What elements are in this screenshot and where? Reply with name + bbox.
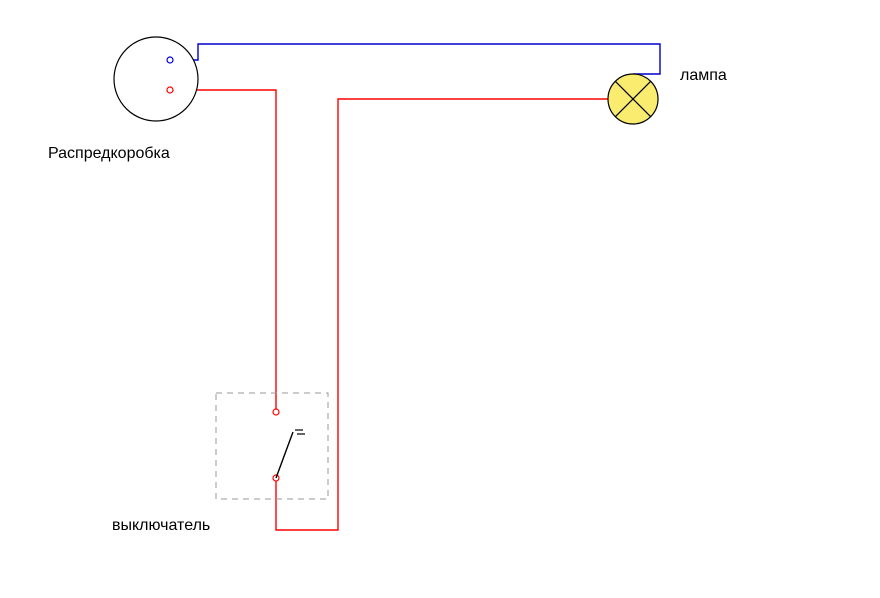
junction-terminal-red: [167, 87, 173, 93]
switch-icon: [216, 393, 328, 499]
lamp-label: лампа: [680, 67, 727, 84]
switch-label: выключатель: [112, 517, 210, 534]
lamp-icon: [608, 74, 658, 124]
wire-neutral: [173, 44, 660, 74]
wiring-diagram: лампа Распредкоробка выключатель: [0, 0, 880, 598]
junction-terminal-blue: [167, 57, 173, 63]
wire-live-in: [173, 90, 276, 409]
junction-box-label: Распредкоробка: [48, 145, 170, 162]
junction-box-icon: [114, 37, 198, 121]
wire-live-out: [276, 99, 608, 530]
